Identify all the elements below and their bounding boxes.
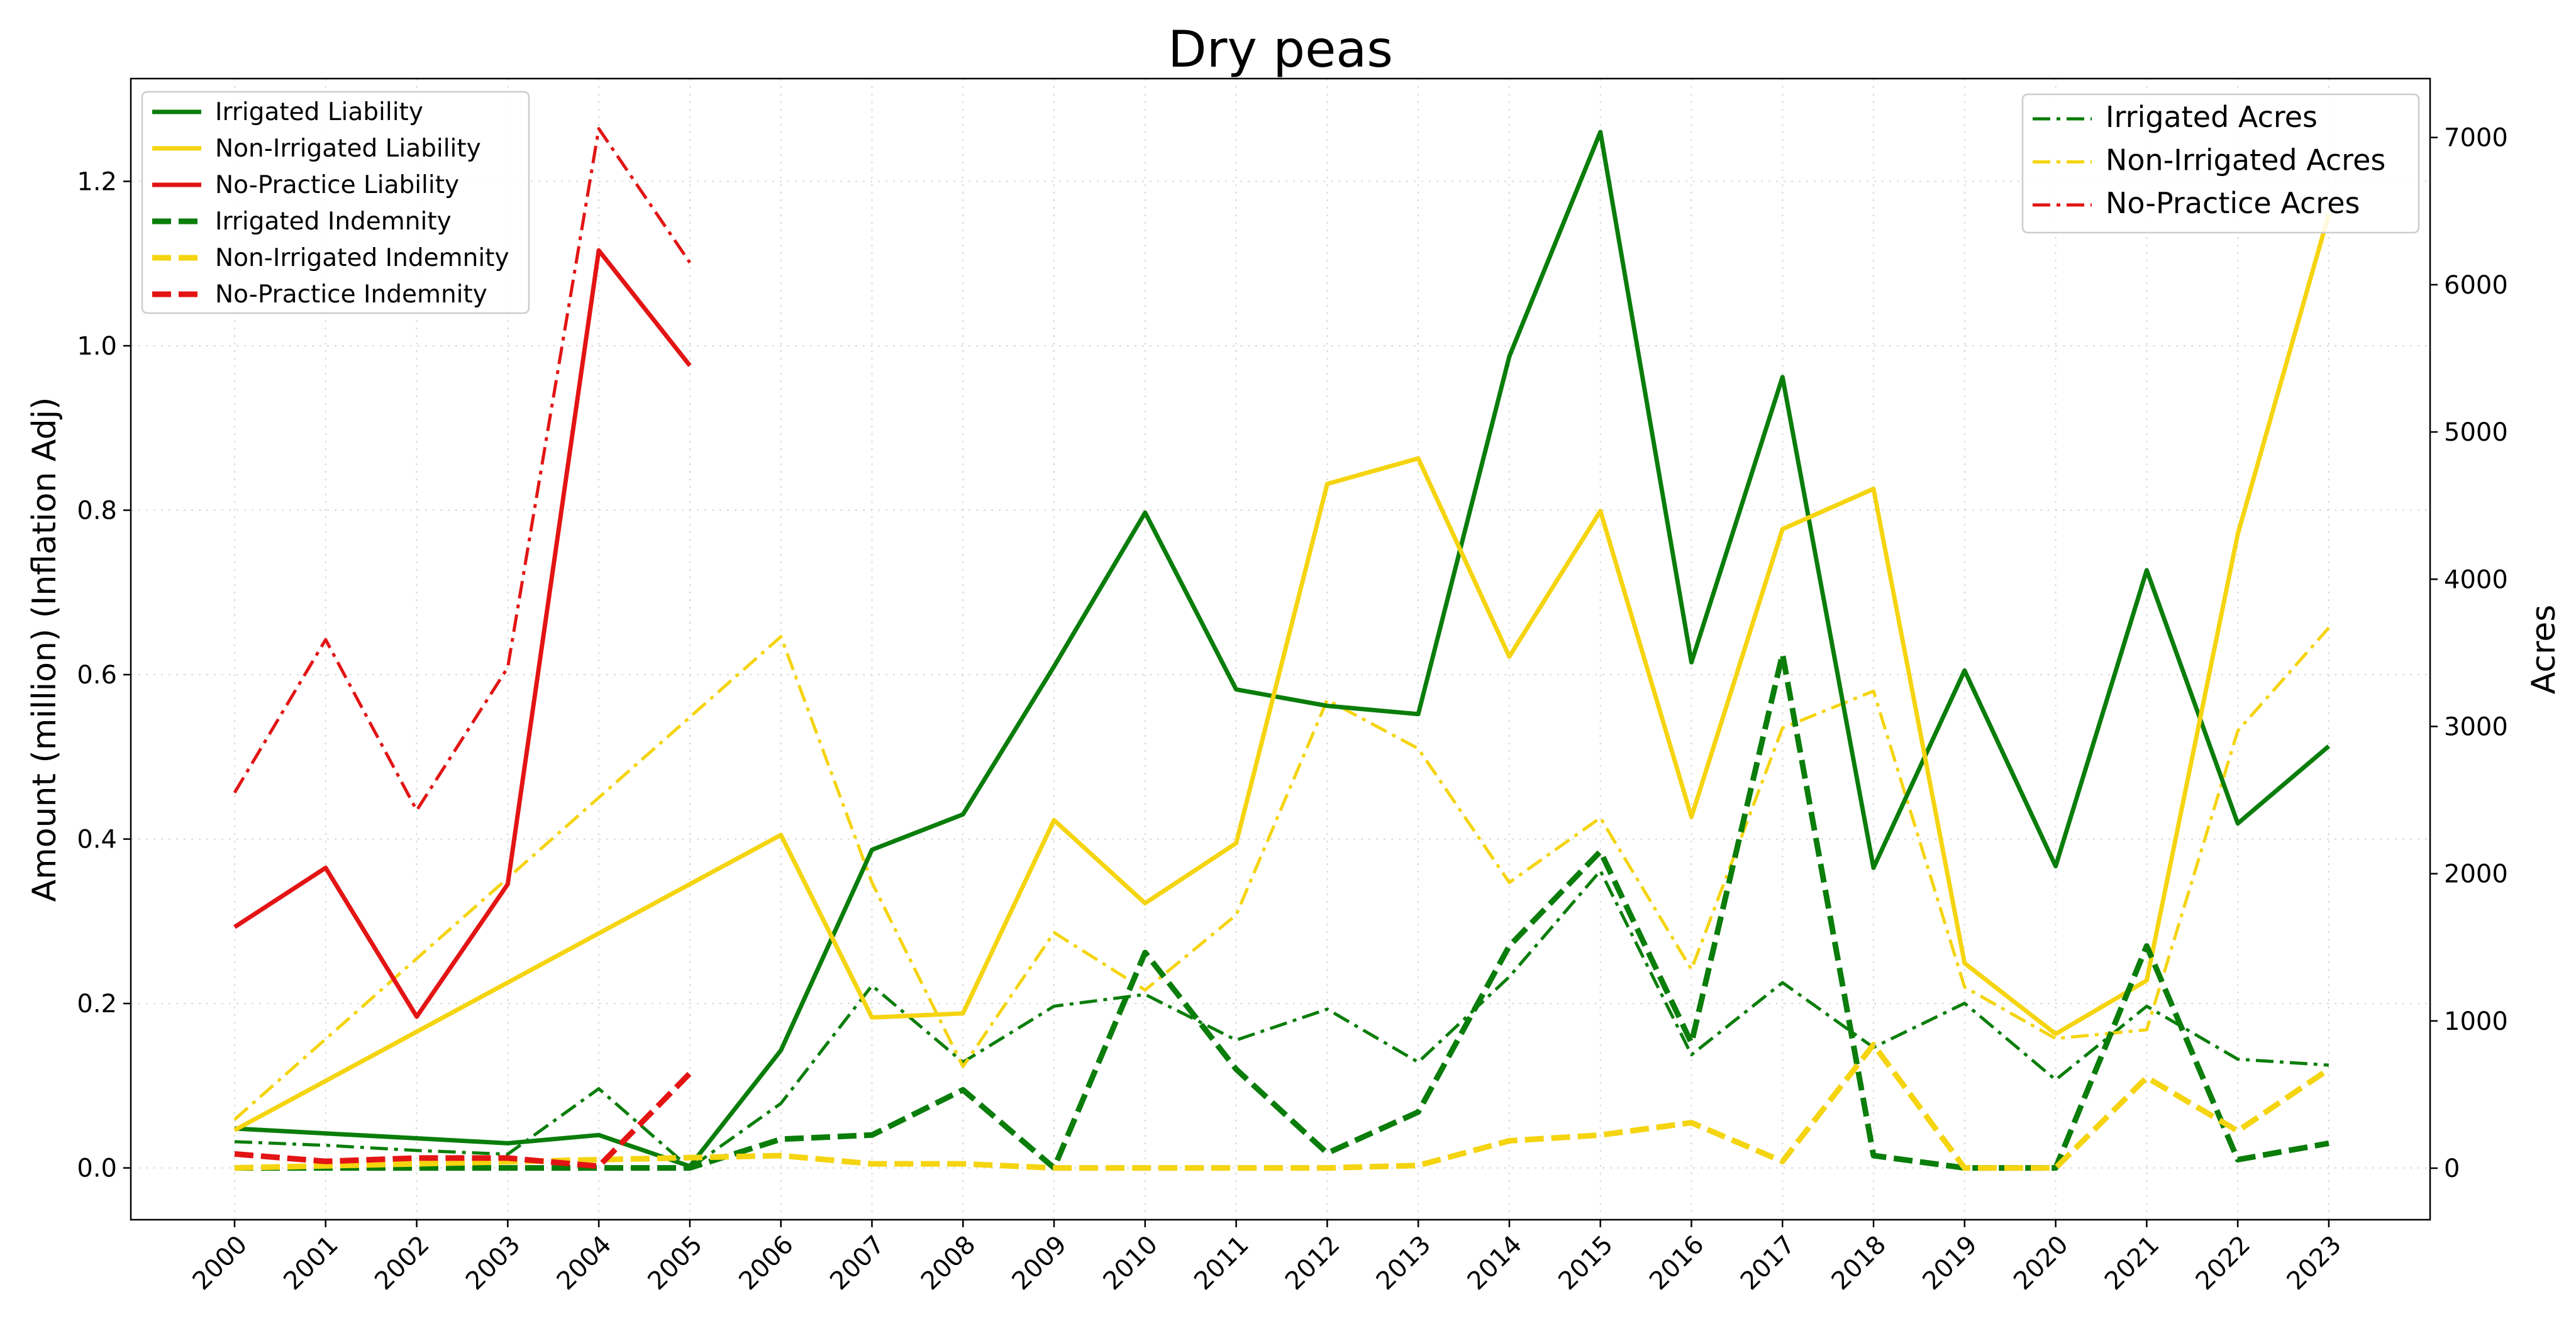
plot-frame [130,77,2431,1221]
y-left-tick-label: 0.6 [77,661,117,690]
series-irrigated-acres [234,869,2329,1170]
y-axis-right: 0 1000 2000 3000 4000 5000 6000 7000 [2430,124,2508,1183]
y-left-tick-label: 0.8 [77,497,117,526]
y-left-tick-label: 0.2 [77,990,117,1019]
series-non-irrigated-acres [233,626,2330,1121]
series-lines [233,127,2331,1171]
series-non-irrigated-indemnity [234,1042,2331,1171]
y-right-tick-label: 2000 [2444,860,2508,889]
y-right-tick-label: 6000 [2444,271,2508,300]
legend-label-no-practice-acres: No-Practice Acres [2106,186,2360,220]
chart-title: Dry peas [1168,20,1393,79]
series-no-practice-acres [233,127,691,812]
y-axis-left-title: Amount (million) (Inflation Adj) [26,397,64,902]
y-left-tick-label: 1.0 [77,332,117,361]
series-non-irrigated-liability [233,213,2331,1132]
y-axis-right-title: Acres [2525,605,2563,695]
legend-label-non-irrigated-indemnity: Non-Irrigated Indemnity [215,244,509,272]
legend-right-box [2021,93,2420,234]
y-right-tick-label: 5000 [2444,418,2508,447]
y-left-tick-label: 1.2 [77,167,117,196]
y-right-tick-label: 3000 [2444,712,2508,741]
legend-right: Irrigated Acres Non-Irrigated Acres No-Pra… [2021,93,2420,234]
legend-label-irrigated-indemnity: Irrigated Indemnity [215,207,452,236]
legend-label-non-irrigated-acres: Non-Irrigated Acres [2106,143,2385,177]
legend-label-non-irrigated-liability: Non-Irrigated Liability [215,135,481,163]
y-right-tick-label: 1000 [2444,1007,2508,1036]
legend-label-no-practice-liability: No-Practice Liability [215,171,459,199]
y-left-tick-label: 0.0 [77,1154,117,1183]
legend-label-no-practice-indemnity: No-Practice Indemnity [215,280,487,309]
series-no-practice-liability [233,248,692,1019]
series-no-practice-indemnity [234,1071,692,1169]
y-axis-left: 0.0 0.2 0.4 0.6 0.8 1.0 1.2 [77,167,131,1183]
legend-left-box [141,91,530,314]
series-irrigated-liability [234,130,2331,1169]
y-left-tick-label: 0.4 [77,826,117,854]
y-right-tick-label: 7000 [2444,124,2508,153]
y-right-tick-label: 4000 [2444,565,2508,594]
legend-label-irrigated-liability: Irrigated Liability [215,98,423,126]
legend-label-irrigated-acres: Irrigated Acres [2106,100,2318,134]
y-right-tick-label: 0 [2444,1154,2460,1183]
legend-left: Irrigated Liability Non-Irrigated Liabili… [141,91,530,314]
